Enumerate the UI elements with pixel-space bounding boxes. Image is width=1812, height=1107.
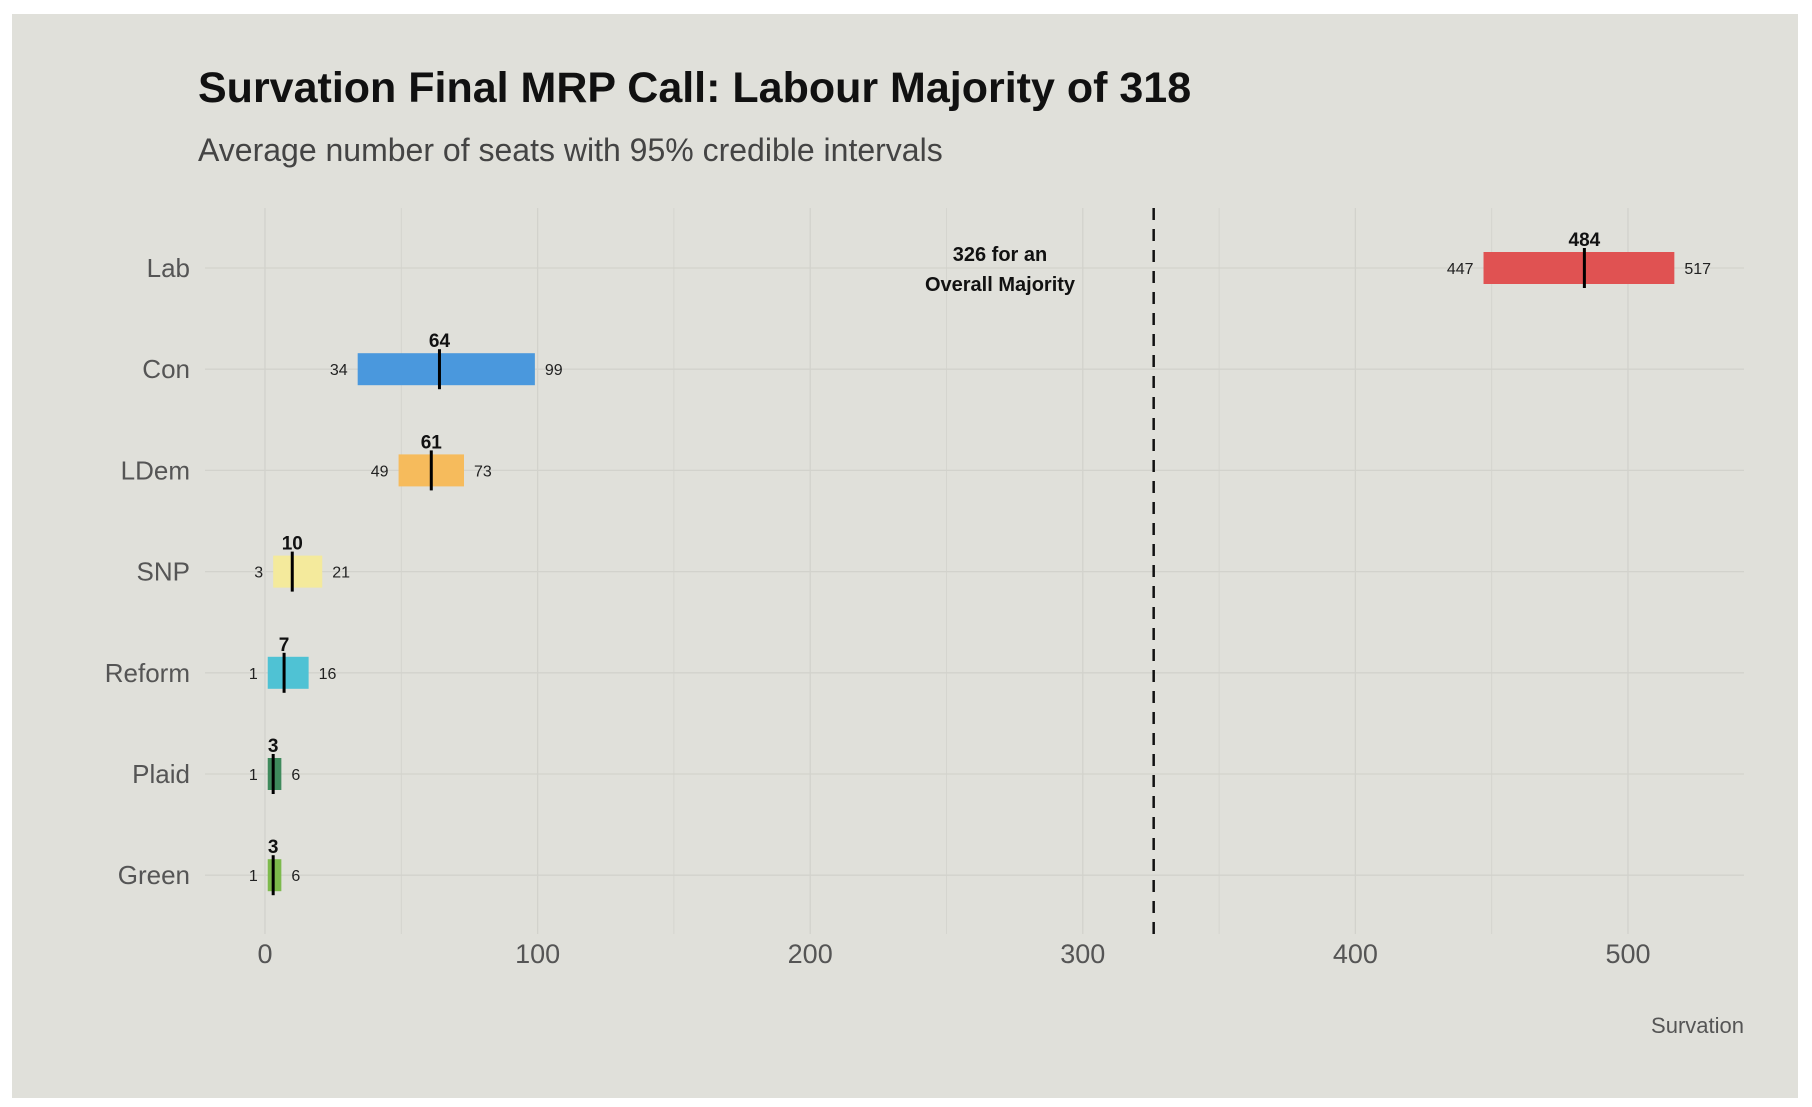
- category-label: Plaid: [132, 759, 190, 789]
- reference-annotation: Overall Majority: [925, 274, 1076, 296]
- x-tick-label: 200: [788, 939, 833, 969]
- category-label: SNP: [137, 557, 190, 587]
- mean-label: 7: [279, 635, 290, 656]
- mean-label: 3: [268, 837, 279, 858]
- interval-bar-snp: [273, 555, 323, 588]
- reference-annotation: 326 for an: [953, 244, 1047, 266]
- category-label: Con: [142, 354, 190, 384]
- mean-label: 3: [268, 736, 279, 757]
- mean-label: 61: [421, 432, 443, 453]
- high-label: 16: [319, 666, 337, 683]
- low-label: 1: [249, 868, 258, 885]
- low-label: 447: [1447, 261, 1474, 278]
- mean-label: 484: [1569, 230, 1601, 251]
- high-label: 99: [545, 362, 563, 379]
- category-label: Reform: [105, 658, 190, 688]
- chart-subtitle: Average number of seats with 95% credibl…: [198, 132, 943, 168]
- high-label: 21: [332, 565, 350, 582]
- high-label: 6: [291, 767, 300, 784]
- high-label: 6: [291, 868, 300, 885]
- x-tick-label: 400: [1333, 939, 1378, 969]
- category-label: Lab: [147, 253, 190, 283]
- x-tick-label: 0: [257, 939, 272, 969]
- interval-bar-con: [357, 353, 535, 386]
- low-label: 34: [330, 362, 348, 379]
- mean-label: 10: [282, 534, 303, 555]
- x-tick-label: 300: [1060, 939, 1105, 969]
- high-label: 517: [1684, 261, 1711, 278]
- interval-bar-reform: [267, 656, 309, 689]
- low-label: 3: [254, 565, 263, 582]
- low-label: 1: [249, 767, 258, 784]
- category-label: Green: [118, 860, 190, 890]
- mean-label: 64: [429, 331, 451, 352]
- chart-caption: Survation: [1651, 1013, 1744, 1038]
- chart-title: Survation Final MRP Call: Labour Majorit…: [198, 64, 1192, 112]
- interval-bar-lab: [1483, 252, 1675, 284]
- high-label: 73: [474, 463, 492, 480]
- category-label: LDem: [121, 455, 190, 485]
- low-label: 1: [249, 666, 258, 683]
- x-tick-label: 500: [1605, 939, 1650, 969]
- x-tick-label: 100: [515, 939, 560, 969]
- low-label: 49: [371, 463, 389, 480]
